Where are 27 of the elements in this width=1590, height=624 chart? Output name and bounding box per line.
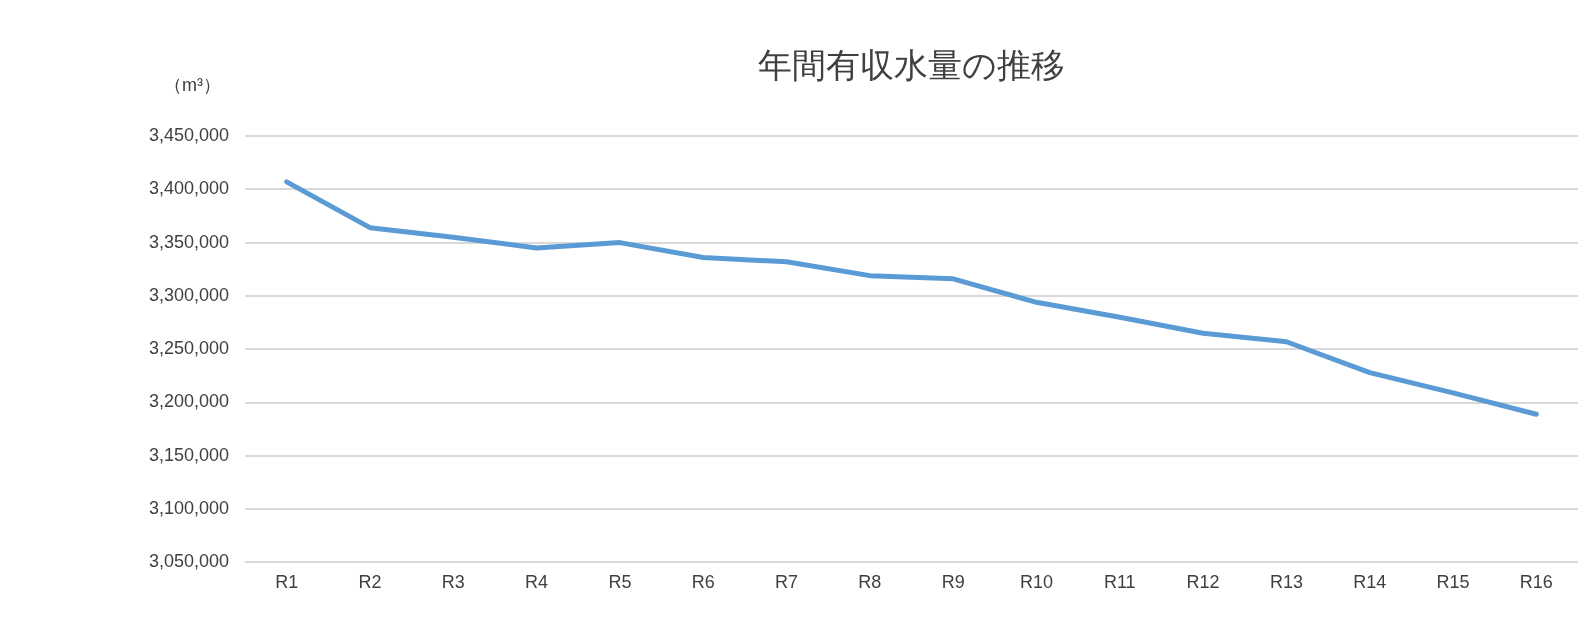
x-tick-label: R3 [441,572,465,593]
y-tick-label: 3,150,000 [148,444,229,465]
y-tick-label: 3,300,000 [148,284,229,305]
x-tick-label: R9 [941,572,965,593]
x-tick-label: R2 [358,572,382,593]
x-tick-label: R4 [525,572,549,593]
x-tick-label: R16 [1519,572,1553,593]
x-tick-label: R1 [275,572,299,593]
y-tick-label: 3,250,000 [148,338,229,359]
y-axis-title: （m³） [164,74,221,95]
x-tick-label: R10 [1019,572,1053,593]
x-tick-label: R12 [1186,572,1220,593]
x-tick-label: R11 [1103,572,1136,593]
y-tick-label: 3,350,000 [148,231,229,252]
x-tick-label: R15 [1436,572,1470,593]
x-tick-label: R8 [858,572,882,593]
y-tick-label: 3,100,000 [148,498,229,519]
x-tick-label: R6 [691,572,715,593]
y-tick-label: 3,400,000 [148,178,229,199]
chart-title: 年間有収水量の推移 [758,46,1065,85]
y-tick-label: 3,050,000 [148,551,229,572]
x-tick-label: R7 [775,572,799,593]
x-tick-label: R13 [1269,572,1303,593]
x-tick-label: R14 [1353,572,1387,593]
y-tick-label: 3,450,000 [148,124,229,145]
y-tick-label: 3,200,000 [148,391,229,412]
x-tick-label: R5 [608,572,632,593]
